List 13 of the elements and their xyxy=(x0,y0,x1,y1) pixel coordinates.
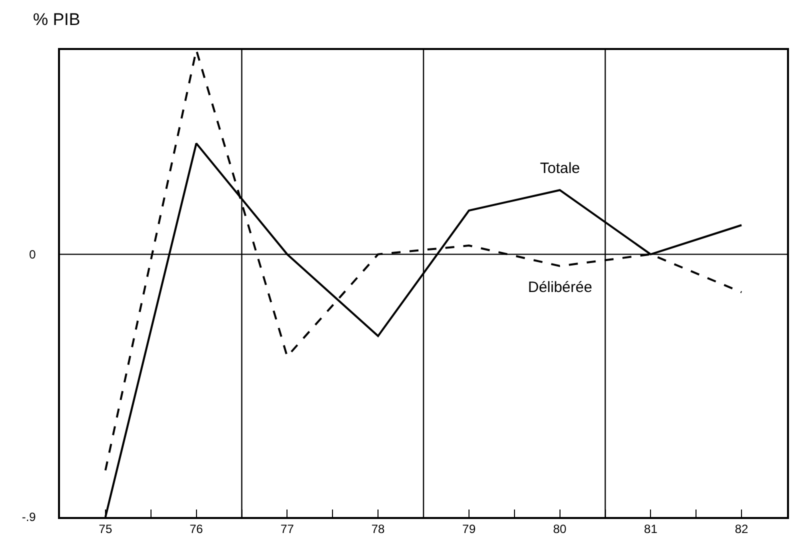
x-tick-label: 79 xyxy=(462,522,476,536)
series-label: Délibérée xyxy=(528,279,592,296)
x-tick-label: 82 xyxy=(734,522,749,536)
x-tick-label: 80 xyxy=(553,522,567,536)
x-tick-label: 77 xyxy=(280,522,294,536)
y-axis-title: % PIB xyxy=(33,10,80,29)
series-label: Totale xyxy=(540,160,580,177)
x-tick-label: 76 xyxy=(190,522,204,536)
y-tick-label: -.9 xyxy=(22,510,36,524)
x-tick-label: 75 xyxy=(98,522,112,536)
y-tick-label: 0 xyxy=(29,248,36,262)
x-tick-label: 81 xyxy=(644,522,658,536)
x-tick-label: 78 xyxy=(371,522,386,536)
